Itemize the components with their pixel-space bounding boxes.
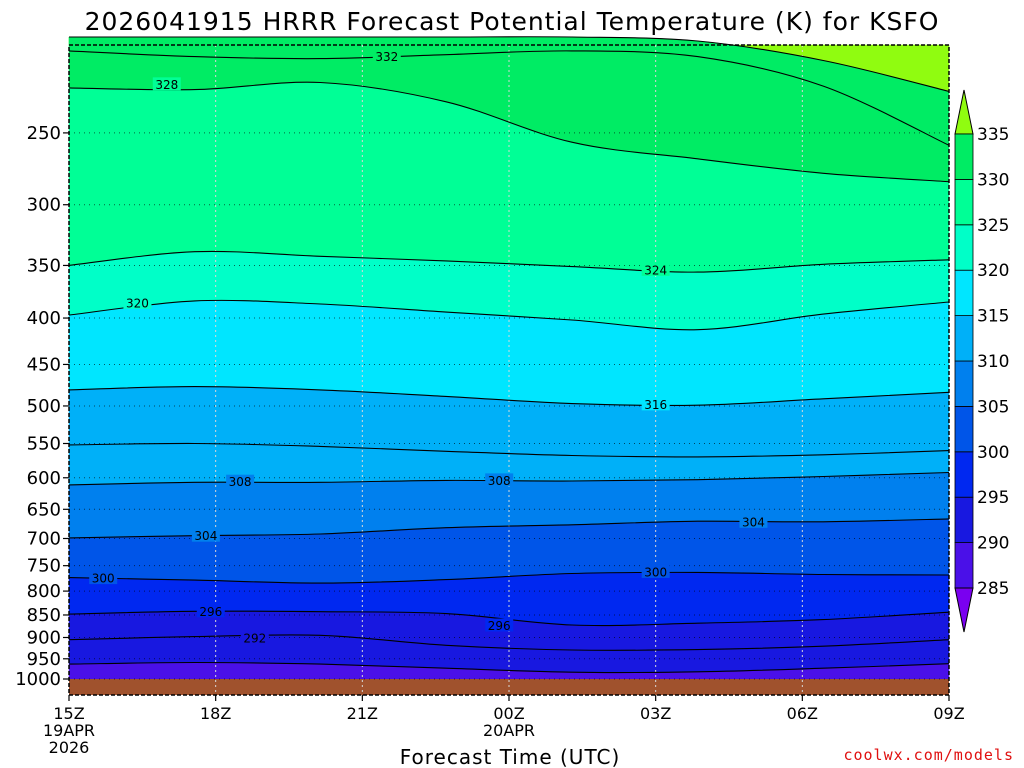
x-tick-label: 03Z xyxy=(640,704,671,723)
contour-label: 296 xyxy=(199,605,222,619)
contour-label-bg xyxy=(641,564,670,578)
contour-label-bg xyxy=(152,77,181,91)
y-tick-label: 750 xyxy=(27,556,61,577)
contour-label-bg xyxy=(641,397,670,411)
grid-lines xyxy=(69,45,949,695)
contour-label: 304 xyxy=(742,515,765,529)
contour-label-bg xyxy=(123,295,152,309)
colorbar-tick-label: 295 xyxy=(977,488,1009,508)
isotherm-292 xyxy=(68,634,950,651)
y-tick-label: 450 xyxy=(27,354,61,375)
colorbar-tick-label: 285 xyxy=(977,579,1009,599)
colorbar-segment xyxy=(954,360,974,407)
colorbar-segment xyxy=(954,405,974,453)
colorbar-segment xyxy=(954,133,974,180)
contour-label-bg xyxy=(226,474,255,488)
colorbar-tick-label: 300 xyxy=(977,443,1009,463)
contour-label: 300 xyxy=(92,572,115,586)
colorbar-extend-bottom xyxy=(954,587,974,633)
contour-label-bg xyxy=(191,528,220,542)
y-tick-label: 500 xyxy=(27,396,61,417)
contour-label: 328 xyxy=(155,78,178,92)
colorbar-segment xyxy=(954,542,974,589)
colorbar-segment xyxy=(954,269,974,317)
isotherm-332 xyxy=(68,50,950,146)
isotherm-328 xyxy=(68,81,950,183)
contour-label-bg xyxy=(485,618,514,632)
contour-label-bg xyxy=(739,514,768,528)
colorbar-tick-label: 315 xyxy=(977,307,1009,327)
contour-label: 320 xyxy=(126,296,149,310)
contour-label: 308 xyxy=(229,475,252,489)
colorbar-segment xyxy=(954,496,974,544)
colorbar-tick-label: 320 xyxy=(977,261,1009,281)
y-tick-label: 800 xyxy=(27,581,61,602)
y-tick-label: 550 xyxy=(27,433,61,454)
y-tick-label: 950 xyxy=(27,649,61,670)
contour-label: 300 xyxy=(644,565,667,579)
contour-label-bg xyxy=(196,604,225,618)
colorbar-tick-label: 305 xyxy=(977,397,1009,417)
colorbar-tick-label: 325 xyxy=(977,216,1009,236)
credit-link[interactable]: coolwx.com/models xyxy=(843,746,1014,764)
contour-label: 308 xyxy=(488,474,511,488)
isotherm-288 xyxy=(68,661,950,674)
y-tick-label: 700 xyxy=(27,528,61,549)
isotherm-300 xyxy=(68,571,950,584)
contour-label-bg xyxy=(641,262,670,276)
colorbar-segment xyxy=(954,178,974,226)
colorbar-segment xyxy=(954,315,974,362)
contour-label: 324 xyxy=(644,263,667,277)
contour-label-bg xyxy=(240,630,269,644)
colorbar-tick-label: 310 xyxy=(977,352,1009,372)
contour-label: 296 xyxy=(488,619,511,633)
x-tick-label: 21Z xyxy=(347,704,378,723)
contour-label: 292 xyxy=(243,631,266,645)
contour-label-bg xyxy=(485,473,514,487)
y-tick-label: 400 xyxy=(27,308,61,329)
x-tick-label: 18Z xyxy=(200,704,231,723)
colorbar: 285 290 295 300 305 310 315 320 325 330 335 xyxy=(954,89,1009,633)
contour-label: 304 xyxy=(194,529,217,543)
isotherm-336 xyxy=(69,36,950,92)
contour-lines xyxy=(68,36,950,674)
isotherm-316 xyxy=(68,386,950,407)
x-tick-label: 15Z xyxy=(53,704,84,723)
chart-title: 2026041915 HRRR Forecast Potential Tempe… xyxy=(85,7,940,36)
x-tick-label: 00Z xyxy=(493,704,524,723)
isotherm-320 xyxy=(68,299,950,331)
x-date-label: 20APR xyxy=(483,721,535,740)
y-tick-label: 850 xyxy=(27,605,61,626)
colorbar-tick-label: 335 xyxy=(977,125,1009,145)
colorbar-extend-top xyxy=(954,89,974,135)
y-tick-label: 1000 xyxy=(15,669,61,690)
y-tick-label: 600 xyxy=(27,468,61,489)
y-tick-label: 250 xyxy=(27,123,61,144)
contour-label-bg xyxy=(89,571,118,585)
y-axis-ticks: 2503003504004505005506006507007508008509… xyxy=(15,123,69,690)
colorbar-segment xyxy=(954,224,974,271)
colorbar-segment xyxy=(954,451,974,498)
y-tick-label: 300 xyxy=(27,195,61,216)
contour-label: 316 xyxy=(644,398,667,412)
contour-label: 332 xyxy=(375,50,398,64)
x-axis-label: Forecast Time (UTC) xyxy=(400,745,621,768)
y-tick-label: 900 xyxy=(27,627,61,648)
x-tick-label: 06Z xyxy=(787,704,818,723)
colorbar-tick-label: 330 xyxy=(977,170,1009,190)
isotherm-312 xyxy=(68,442,950,458)
contour-label-bg xyxy=(372,49,401,63)
x-tick-label: 09Z xyxy=(933,704,964,723)
x-date-label: 19APR xyxy=(43,721,95,740)
contour-labels: 332 328 324 320 316 308 308 304 304 300 300 296 296 2… xyxy=(89,49,768,645)
x-year-label: 2026 xyxy=(49,738,90,757)
isotherm-324 xyxy=(68,250,950,273)
y-tick-label: 650 xyxy=(27,499,61,520)
y-tick-label: 350 xyxy=(27,255,61,276)
colorbar-tick-label: 290 xyxy=(977,534,1009,554)
